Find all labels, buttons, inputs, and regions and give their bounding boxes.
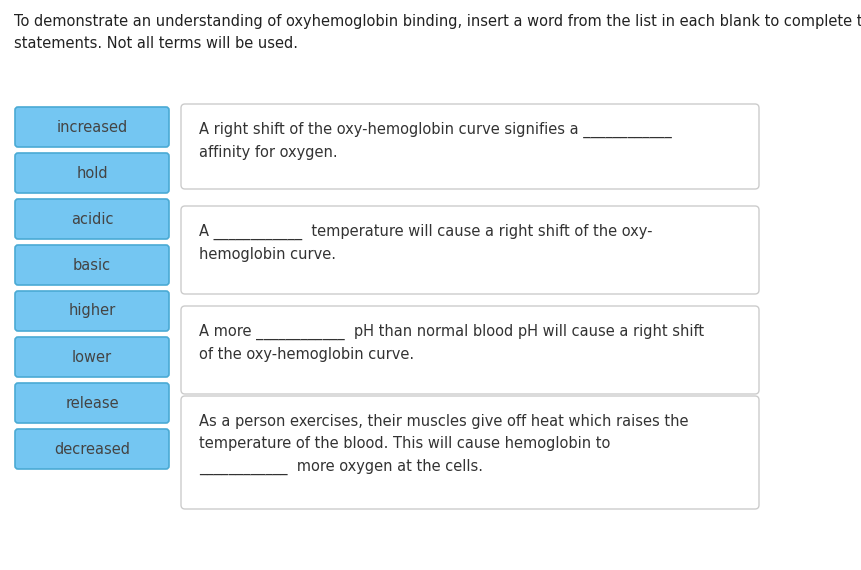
Text: A more ____________  pH than normal blood pH will cause a right shift
of the oxy: A more ____________ pH than normal blood… [199, 324, 703, 363]
Text: To demonstrate an understanding of oxyhemoglobin binding, insert a word from the: To demonstrate an understanding of oxyhe… [14, 14, 861, 51]
Text: increased: increased [56, 120, 127, 135]
Text: A right shift of the oxy-hemoglobin curve signifies a ____________
affinity for : A right shift of the oxy-hemoglobin curv… [199, 122, 671, 160]
FancyBboxPatch shape [15, 291, 169, 331]
FancyBboxPatch shape [15, 383, 169, 423]
Text: As a person exercises, their muscles give off heat which raises the
temperature : As a person exercises, their muscles giv… [199, 414, 688, 475]
FancyBboxPatch shape [181, 104, 759, 189]
Text: decreased: decreased [54, 442, 130, 457]
FancyBboxPatch shape [15, 337, 169, 377]
FancyBboxPatch shape [15, 153, 169, 193]
FancyBboxPatch shape [15, 245, 169, 285]
Text: lower: lower [71, 349, 112, 364]
Text: A ____________  temperature will cause a right shift of the oxy-
hemoglobin curv: A ____________ temperature will cause a … [199, 224, 652, 262]
FancyBboxPatch shape [15, 199, 169, 239]
FancyBboxPatch shape [15, 429, 169, 469]
FancyBboxPatch shape [15, 107, 169, 147]
Text: hold: hold [76, 165, 108, 181]
Text: release: release [65, 396, 119, 410]
Text: basic: basic [73, 258, 111, 272]
FancyBboxPatch shape [181, 206, 759, 294]
FancyBboxPatch shape [181, 396, 759, 509]
Text: acidic: acidic [71, 211, 113, 226]
Text: higher: higher [68, 303, 115, 319]
FancyBboxPatch shape [181, 306, 759, 394]
